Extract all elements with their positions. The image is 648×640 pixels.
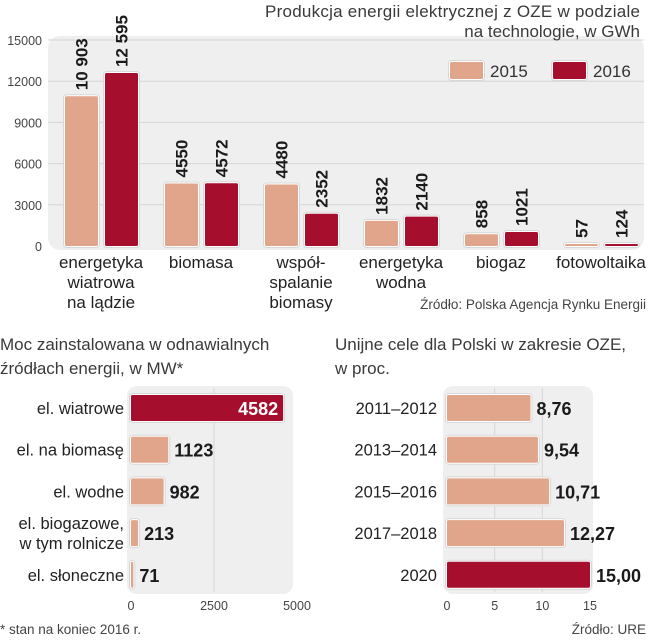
y-tick-label: 6000 xyxy=(14,158,42,172)
data-label: 858 xyxy=(473,200,492,228)
chart-title: w proc. xyxy=(334,359,390,378)
category-label: spalanie xyxy=(269,273,332,292)
bar xyxy=(131,561,134,588)
category-label: 2013–2014 xyxy=(354,442,437,460)
data-label: 4582 xyxy=(238,399,278,419)
source-label: Źródło: Polska Agencja Rynku Energii xyxy=(420,297,646,312)
bar xyxy=(131,478,164,505)
bar-2016 xyxy=(605,244,638,246)
data-label: 57 xyxy=(573,219,592,238)
category-label: 2020 xyxy=(400,567,437,585)
data-label: 2352 xyxy=(313,170,332,208)
bar xyxy=(131,520,139,547)
category-label: 2015–2016 xyxy=(354,483,437,501)
data-label: 4572 xyxy=(213,139,232,177)
category-label: 2017–2018 xyxy=(354,525,437,543)
bar-2015 xyxy=(265,184,298,246)
bar xyxy=(447,436,538,463)
category-label: wodna xyxy=(375,273,427,292)
bar-2016 xyxy=(505,231,538,246)
x-tick-label: 15 xyxy=(583,599,597,613)
data-label: 1123 xyxy=(174,441,213,461)
bar-2016 xyxy=(205,183,238,246)
x-tick-label: 10 xyxy=(535,599,549,613)
category-label: el. wiatrowe xyxy=(37,400,124,418)
bar-2016 xyxy=(305,213,338,246)
category-label: el. wodne xyxy=(53,483,124,501)
category-label: biomasa xyxy=(169,253,234,272)
data-label: 15,00 xyxy=(596,566,641,586)
x-tick-label: 2500 xyxy=(200,599,228,613)
bar-2015 xyxy=(365,220,398,246)
x-tick-label: 5 xyxy=(491,599,498,613)
chart-title: na technologie, w GWh xyxy=(464,22,640,41)
category-label: el. na biomasę xyxy=(17,442,124,460)
bar xyxy=(447,395,531,421)
data-label: 4480 xyxy=(273,141,292,179)
bar-2015 xyxy=(465,234,498,246)
chart-title: Moc zainstalowana w odnawialnych xyxy=(0,335,269,354)
category-label: fotowoltaika xyxy=(556,253,646,272)
category-label: el. biogazowe, xyxy=(19,515,125,533)
y-tick-label: 12000 xyxy=(7,75,42,89)
category-label: wiatrowa xyxy=(66,273,135,292)
category-label: biomasy xyxy=(269,293,333,312)
bar-2015 xyxy=(165,183,198,246)
data-label: 2140 xyxy=(413,173,432,211)
category-label: w tym rolnicze xyxy=(18,535,124,553)
category-label: 2011–2012 xyxy=(356,400,437,418)
category-label: energetyka xyxy=(59,253,144,272)
data-label: 10 903 xyxy=(73,38,92,90)
category-label: współ- xyxy=(275,253,325,272)
y-tick-label: 3000 xyxy=(14,199,42,213)
data-label: 124 xyxy=(613,209,632,238)
legend-label: 2015 xyxy=(490,62,528,81)
bar-2016 xyxy=(405,216,438,246)
legend-swatch-2015 xyxy=(450,62,483,79)
data-label: 12,27 xyxy=(570,524,615,544)
source-label: Źródło: URE xyxy=(572,622,646,637)
data-label: 12 595 xyxy=(113,15,132,67)
data-label: 1021 xyxy=(513,188,532,226)
y-tick-label: 9000 xyxy=(14,116,42,130)
data-label: 9,54 xyxy=(544,441,579,461)
x-tick-label: 0 xyxy=(444,599,451,613)
data-label: 1832 xyxy=(373,177,392,215)
data-label: 213 xyxy=(144,524,174,544)
chart-title: Unijne cele dla Polski w zakresie OZE, xyxy=(335,335,626,354)
chart-title: źródłach energii, w MW* xyxy=(0,359,184,378)
chart-title: Produkcja energii elektrycznej z OZE w p… xyxy=(265,2,640,21)
bar xyxy=(131,395,284,421)
category-label: el. słoneczne xyxy=(28,567,124,585)
bar-2015 xyxy=(65,96,98,246)
data-label: 982 xyxy=(170,482,200,502)
x-tick-label: 5000 xyxy=(283,599,311,613)
category-label: energetyka xyxy=(359,253,444,272)
data-label: 10,71 xyxy=(555,482,600,502)
legend-label: 2016 xyxy=(593,62,631,81)
bar xyxy=(447,520,564,547)
data-label: 4550 xyxy=(173,140,192,178)
bar xyxy=(447,478,550,505)
y-tick-label: 0 xyxy=(35,240,42,254)
y-tick-label: 15000 xyxy=(7,34,42,48)
x-tick-label: 0 xyxy=(128,599,135,613)
data-label: 8,76 xyxy=(537,399,572,419)
legend-swatch-2016 xyxy=(553,62,586,79)
bar-2016 xyxy=(105,73,138,247)
bar xyxy=(447,561,590,588)
bar xyxy=(131,436,169,463)
footnote: * stan na koniec 2016 r. xyxy=(0,622,141,637)
category-label: biogaz xyxy=(476,253,526,272)
category-label: na lądzie xyxy=(67,293,135,312)
data-label: 71 xyxy=(139,566,159,586)
bar-2015 xyxy=(565,244,598,246)
